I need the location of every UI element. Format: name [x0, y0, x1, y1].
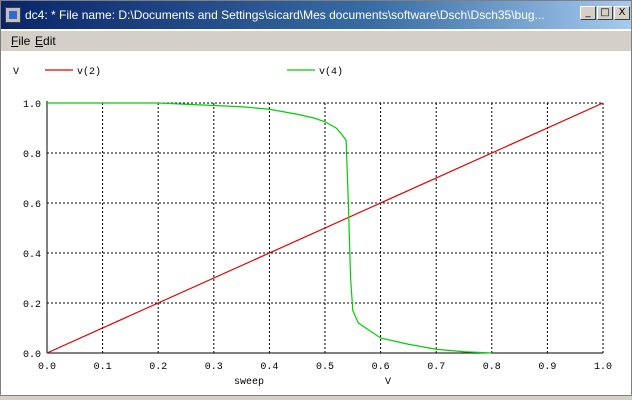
close-button[interactable]: X	[614, 6, 630, 20]
x-tick-label: 0.0	[38, 362, 56, 373]
y-tick-label: 0.2	[23, 300, 41, 311]
x-tick-label: 0.2	[149, 362, 167, 373]
menu-bar: File Edit	[1, 31, 631, 51]
x-tick-label: 0.4	[260, 362, 278, 373]
series-line-v2	[46, 102, 604, 354]
menu-file[interactable]: File	[11, 34, 31, 48]
plot-area: 0.0 0.1 0.2 0.3 0.4 0.5 0.6 0.7 0.8 0.9 1.0 0.0 0.2 0…	[1, 53, 631, 395]
legend-label: v(2)	[77, 66, 101, 78]
x-tick-label: 0.5	[316, 362, 334, 373]
y-tick-label: 1.0	[23, 100, 41, 111]
maximize-button[interactable]: □	[597, 6, 613, 20]
y-tick-label: 0.6	[23, 200, 41, 211]
chart: 0.0 0.1 0.2 0.3 0.4 0.5 0.6 0.7 0.8 0.9 1.0 0.0 0.2 0…	[13, 66, 612, 388]
x-tick-label: 0.1	[94, 362, 112, 373]
y-axis-label: V	[13, 67, 19, 78]
x-tick-label: 0.9	[538, 362, 556, 373]
legend-label: v(4)	[319, 66, 343, 78]
title-bar[interactable]: dc4: * File name: D:\Documents and Setti…	[1, 1, 631, 29]
x-tick-label: 0.3	[205, 362, 223, 373]
x-axis-label: sweep	[234, 377, 264, 388]
y-tick-label: 0.8	[23, 150, 41, 161]
minimize-button[interactable]: _	[580, 6, 596, 20]
window-title: dc4: * File name: D:\Documents and Setti…	[25, 8, 545, 22]
x-tick-label: 1.0	[594, 362, 612, 373]
x-tick-label: 0.7	[427, 362, 445, 373]
series-line-v4	[47, 102, 492, 354]
x-tick-label: 0.8	[483, 362, 501, 373]
x-tick-label: 0.6	[372, 362, 390, 373]
app-icon[interactable]	[5, 7, 21, 23]
y-tick-label: 0.4	[23, 250, 41, 261]
menu-edit[interactable]: Edit	[35, 34, 56, 48]
x-axis-unit: V	[385, 377, 391, 388]
y-tick-label: 0.0	[23, 350, 41, 361]
